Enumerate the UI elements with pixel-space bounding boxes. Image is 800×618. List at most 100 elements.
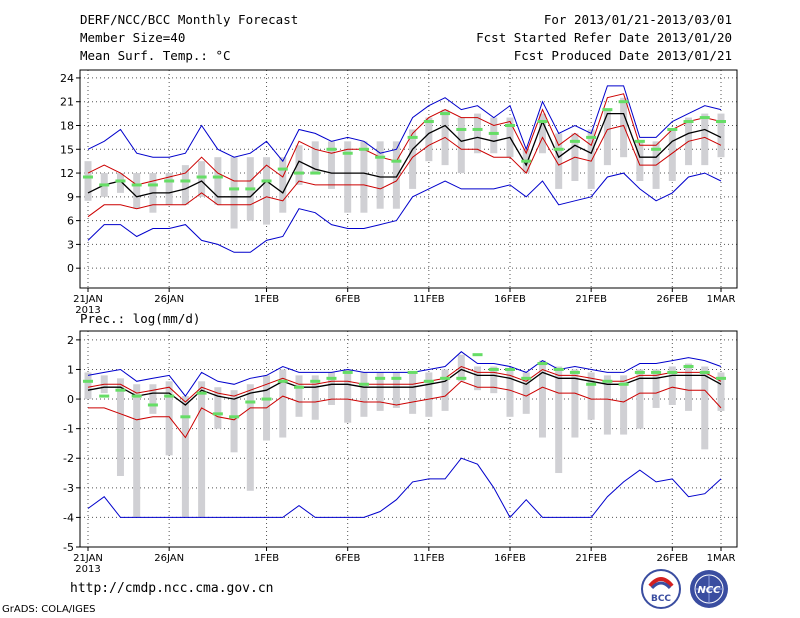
median-marker [115, 388, 126, 392]
x-tick-sublabel: 2013 [75, 564, 100, 575]
x-tick-label: 26JAN [154, 294, 184, 305]
fcst-started-date: Fcst Started Refer Date 2013/01/20 [476, 30, 732, 45]
median-marker [196, 175, 207, 179]
y-tick-label: 15 [60, 143, 74, 156]
median-marker [569, 370, 580, 374]
ensemble-range-bar [311, 141, 319, 174]
ensemble-range-bar [246, 384, 254, 491]
ensemble-range-bar [506, 369, 514, 417]
median-marker [164, 394, 175, 398]
ensemble-range-bar [116, 378, 124, 476]
median-marker [342, 151, 353, 155]
ensemble-range-bar [295, 145, 303, 185]
x-tick-label: 21FEB [575, 294, 607, 305]
ensemble-range-bar [587, 372, 595, 420]
ensemble-range-bar [620, 97, 628, 158]
ensemble-range-bar [279, 369, 287, 438]
ensemble-range-bar [360, 372, 368, 417]
ensemble-range-bar [620, 375, 628, 435]
ensemble-range-bar [295, 375, 303, 417]
series-line-lower [87, 124, 722, 218]
series-line-mean [87, 112, 722, 198]
median-marker [180, 415, 191, 419]
median-marker [488, 367, 499, 371]
y-tick-label: 2 [67, 334, 74, 347]
x-tick-label: 26FEB [656, 294, 688, 305]
ensemble-range-bar [376, 141, 384, 209]
median-marker [294, 171, 304, 175]
ensemble-range-bar [603, 375, 611, 435]
median-marker [488, 131, 499, 135]
x-tick-label: 16FEB [494, 553, 526, 564]
y-tick-label: 0 [67, 262, 74, 275]
ensemble-range-bar [181, 396, 189, 518]
ensemble-range-bar [522, 372, 530, 414]
median-marker [634, 370, 645, 374]
median-marker [699, 116, 710, 120]
median-marker [261, 179, 272, 183]
ensemble-range-bar [84, 372, 92, 400]
ensemble-range-bar [490, 366, 498, 394]
median-marker [180, 179, 191, 183]
median-marker [245, 400, 256, 404]
ensemble-range-bar [360, 141, 368, 213]
y-tick-label: 24 [60, 72, 74, 85]
x-tick-label: 1MAR [707, 553, 736, 564]
ensemble-range-bar [457, 354, 465, 382]
median-marker [521, 159, 532, 163]
series-line-upper [87, 93, 722, 186]
median-marker [147, 183, 158, 187]
plot-frame [79, 330, 738, 548]
median-marker [683, 365, 694, 369]
median-marker [261, 397, 272, 401]
ensemble-range-bar [344, 141, 352, 213]
y-tick-label: -2 [63, 452, 74, 465]
median-marker [326, 147, 337, 151]
ensemble-range-bar [652, 369, 660, 408]
ensemble-range-bar [230, 157, 238, 229]
ensemble-range-bar [457, 117, 465, 174]
median-marker [553, 367, 564, 371]
median-marker [602, 108, 613, 112]
median-marker [131, 394, 142, 398]
median-marker [294, 385, 304, 389]
series-line-upper [87, 365, 722, 403]
median-marker [602, 379, 613, 383]
ensemble-range-bar [474, 366, 482, 391]
grads-credit: GrADS: COLA/IGES [2, 604, 96, 615]
median-marker [537, 120, 548, 124]
ensemble-range-bar [717, 372, 725, 411]
x-tick-label: 6FEB [335, 294, 360, 305]
median-marker [375, 155, 386, 159]
median-marker [472, 127, 483, 131]
ensemble-range-bar [165, 173, 173, 205]
panel-title-precip: Prec.: log(mm/d) [80, 311, 200, 326]
median-marker [277, 167, 288, 171]
ensemble-range-bar [538, 113, 546, 154]
ensemble-range-bar [571, 369, 579, 438]
median-marker [505, 367, 515, 371]
median-marker [472, 353, 483, 357]
y-tick-label: 18 [60, 119, 74, 132]
ensemble-range-bar [538, 360, 546, 438]
ensemble-range-bar [409, 129, 417, 189]
median-marker [699, 370, 710, 374]
x-tick-label: 16FEB [494, 294, 526, 305]
ensemble-range-bar [133, 384, 141, 518]
median-marker [716, 120, 726, 124]
median-marker [423, 379, 434, 383]
x-tick-label: 1FEB [254, 294, 279, 305]
series-line-min [87, 457, 722, 519]
median-marker [115, 179, 126, 183]
median-marker [326, 376, 337, 380]
bcc-logo-text: BCC [651, 594, 671, 604]
x-tick-label: 21FEB [575, 553, 607, 564]
x-tick-label: 21JAN [73, 553, 103, 564]
x-tick-label: 1MAR [707, 294, 736, 305]
ensemble-range-bar [392, 141, 400, 209]
median-marker [310, 171, 321, 175]
median-marker [391, 376, 402, 380]
median-marker [407, 370, 418, 374]
